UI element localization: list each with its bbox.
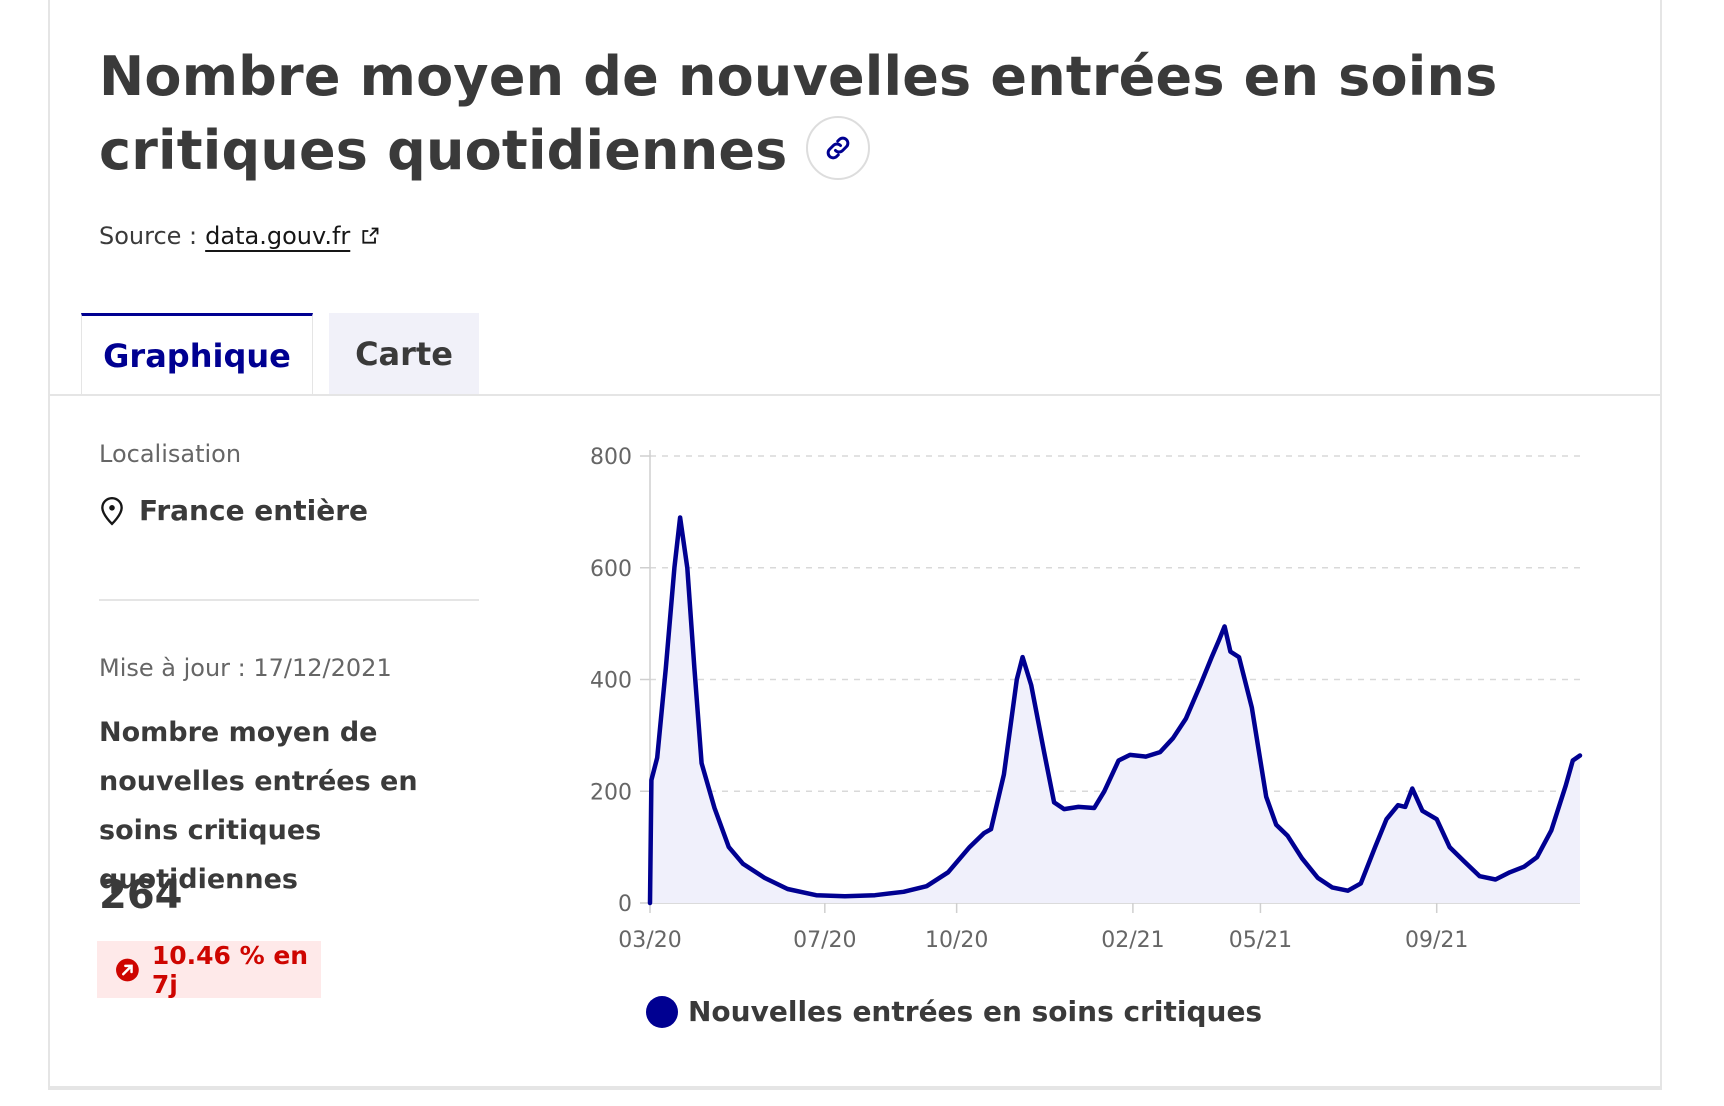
chart: 0 200 400 600 800 03/20 07/20 10/20 02/21 05/21 09…	[590, 445, 1583, 953]
x-tick-label: 02/21	[1101, 928, 1164, 953]
sidebar-divider	[99, 599, 479, 601]
series-line	[647, 515, 1583, 906]
y-tick-label: 400	[590, 669, 632, 694]
chart-legend: Nouvelles entrées en soins critiques	[646, 995, 1262, 1028]
indicator-card	[48, 0, 1662, 1088]
y-tick-label: 600	[590, 557, 632, 582]
source-link-text: data.gouv.fr	[205, 222, 351, 250]
x-tick-label: 10/20	[925, 928, 988, 953]
source-label: Source :	[99, 222, 198, 250]
location-label: Localisation	[99, 440, 242, 468]
legend-label: Nouvelles entrées en soins critiques	[688, 995, 1263, 1028]
x-tick-label: 05/21	[1229, 928, 1292, 953]
trend-text: 10.46 % en 7j	[151, 940, 309, 999]
x-tick-label: 03/20	[618, 928, 681, 953]
tabs-divider	[48, 394, 1662, 396]
card-bottom-border	[48, 1088, 1662, 1090]
copy-link-button[interactable]	[805, 116, 870, 181]
map-pin-icon	[101, 496, 123, 525]
update-date: Mise à jour : 17/12/2021	[99, 654, 392, 682]
tab-graphique[interactable]: Graphique	[81, 313, 313, 395]
legend-marker	[646, 995, 678, 1028]
page-title: Nombre moyen de nouvelles entrées en soi…	[99, 40, 1639, 188]
external-link-icon	[362, 227, 379, 244]
series-area	[650, 517, 1580, 903]
tab-graphique-label: Graphique	[103, 336, 291, 375]
page-title-text: Nombre moyen de nouvelles entrées en soi…	[99, 45, 1498, 182]
x-tick-label: 09/21	[1405, 928, 1468, 953]
tab-carte[interactable]: Carte	[329, 313, 479, 395]
indicator-value: 264	[99, 872, 183, 918]
y-tick-label: 800	[590, 445, 632, 470]
tab-carte-label: Carte	[355, 335, 453, 373]
sidebar-location: Localisation France entière	[99, 440, 479, 527]
trend-up-icon	[116, 958, 139, 981]
location-value-text: France entière	[139, 494, 369, 527]
source-link[interactable]: data.gouv.fr	[205, 222, 380, 250]
y-tick-label: 0	[618, 892, 632, 917]
indicator-title: Nombre moyen de nouvelles entrées en soi…	[99, 717, 418, 895]
view-tabs: Graphique Carte	[81, 313, 479, 395]
x-tick-label: 07/20	[793, 928, 856, 953]
y-tick-label: 200	[590, 780, 632, 805]
link-icon	[826, 137, 849, 160]
source-line: Source : data.gouv.fr	[99, 222, 380, 250]
trend-badge: 10.46 % en 7j	[97, 940, 321, 999]
location-value: France entière	[99, 494, 479, 527]
